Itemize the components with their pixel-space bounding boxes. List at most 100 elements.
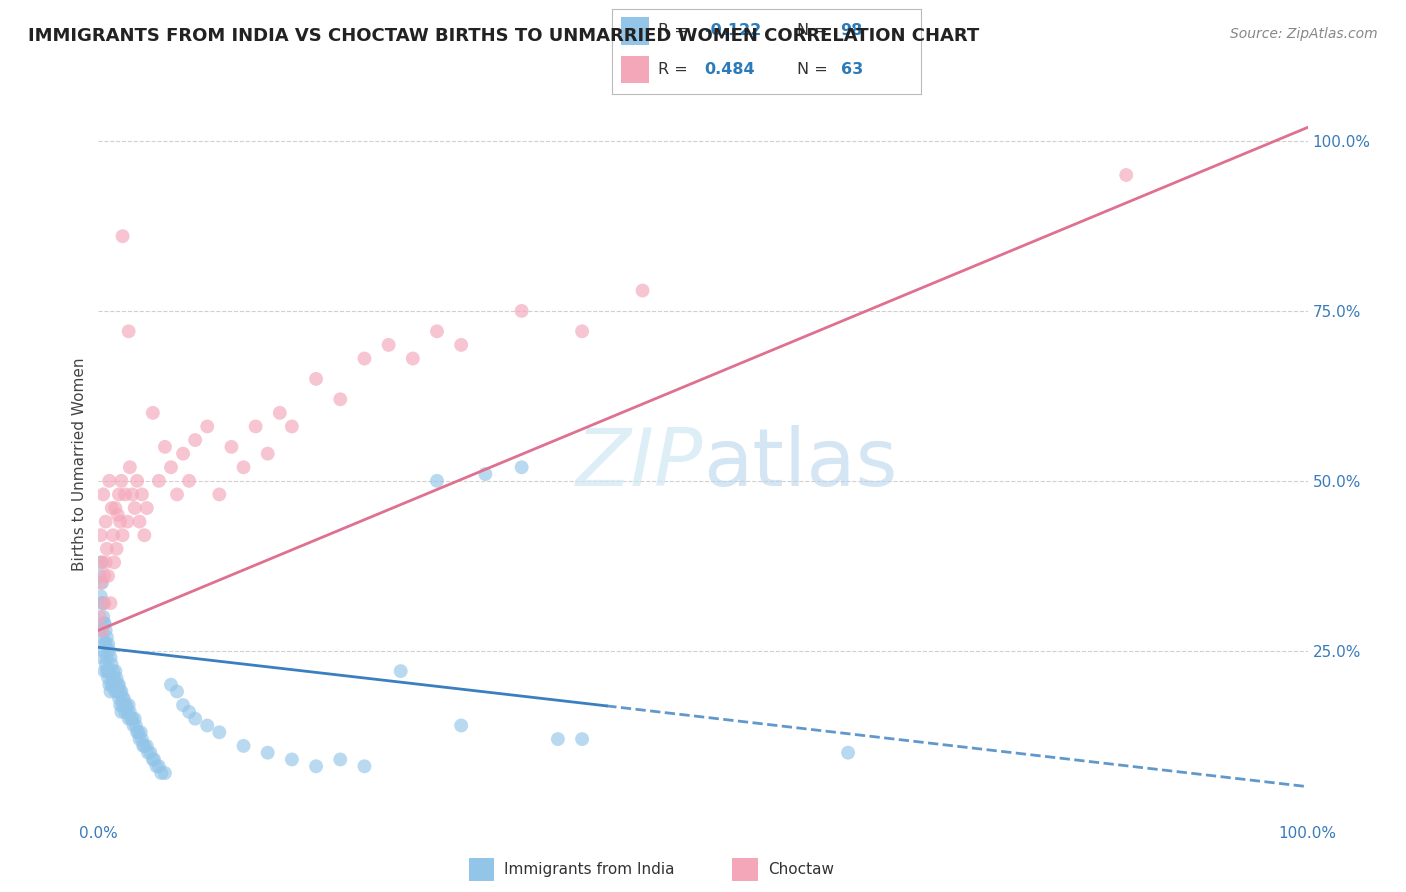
Point [101,528,124,542]
Point [91,650,114,665]
Point [245,419,267,434]
Point [166,487,188,501]
Point [153,440,176,454]
Point [107,684,129,698]
Point [450,718,472,732]
Point [94,624,117,638]
Text: atlas: atlas [703,425,897,503]
Point [91,624,114,638]
Point [179,474,201,488]
Point [377,338,399,352]
Point [97,671,120,685]
Point [510,304,533,318]
Point [124,501,146,516]
Text: N =: N = [797,62,834,78]
Point [128,515,150,529]
Bar [621,18,648,45]
Point [104,684,127,698]
Point [256,746,278,760]
Point [329,752,352,766]
Point [98,678,121,692]
Point [98,644,121,658]
Bar [470,858,495,881]
Point [120,712,142,726]
Point [131,487,153,501]
Point [111,528,134,542]
Point [100,678,122,692]
Point [105,671,128,685]
Point [94,515,117,529]
Point [90,555,112,569]
Point [124,712,146,726]
Point [114,698,136,712]
Text: N =: N = [797,23,834,38]
Point [91,630,114,644]
Point [100,650,122,665]
Point [90,575,112,590]
Point [118,698,141,712]
Text: 98: 98 [841,23,863,38]
Text: ZIP: ZIP [575,425,703,503]
Point [179,705,201,719]
Point [89,609,111,624]
Point [127,725,149,739]
Point [571,732,593,747]
Point [153,766,176,780]
Point [129,725,152,739]
Point [208,725,231,739]
Point [232,739,254,753]
Point [353,351,375,366]
Point [91,575,114,590]
Point [121,487,143,501]
Point [104,501,127,516]
Point [142,406,165,420]
Point [1115,168,1137,182]
Point [93,616,115,631]
Point [389,664,412,678]
Point [132,739,155,753]
Point [111,698,134,712]
Text: -0.122: -0.122 [704,23,762,38]
Point [98,474,121,488]
Point [208,487,231,501]
Point [837,746,859,760]
Point [232,460,254,475]
Point [134,739,156,753]
Text: 0.484: 0.484 [704,62,755,78]
Point [101,671,124,685]
Point [118,712,141,726]
Point [115,698,138,712]
Point [195,419,218,434]
Point [166,684,188,698]
Point [93,569,115,583]
Point [148,474,170,488]
Y-axis label: Births to Unmarried Women: Births to Unmarried Women [72,357,87,571]
Point [91,596,114,610]
Point [105,541,128,556]
Point [103,555,125,569]
Point [103,678,125,692]
Point [281,419,304,434]
Bar [621,56,648,84]
Point [94,637,117,651]
Text: Choctaw: Choctaw [768,863,834,877]
Point [269,406,291,420]
Point [111,229,134,244]
Point [128,732,150,747]
Point [108,487,131,501]
Point [114,487,136,501]
Point [139,746,162,760]
Point [142,752,165,766]
Point [96,630,118,644]
Point [96,664,118,678]
Text: R =: R = [658,23,693,38]
Point [94,657,117,672]
Point [125,718,148,732]
Point [91,644,114,658]
Point [108,691,131,706]
Point [93,637,115,651]
Point [195,718,218,732]
Point [426,474,449,488]
Point [90,624,112,638]
Point [402,351,425,366]
